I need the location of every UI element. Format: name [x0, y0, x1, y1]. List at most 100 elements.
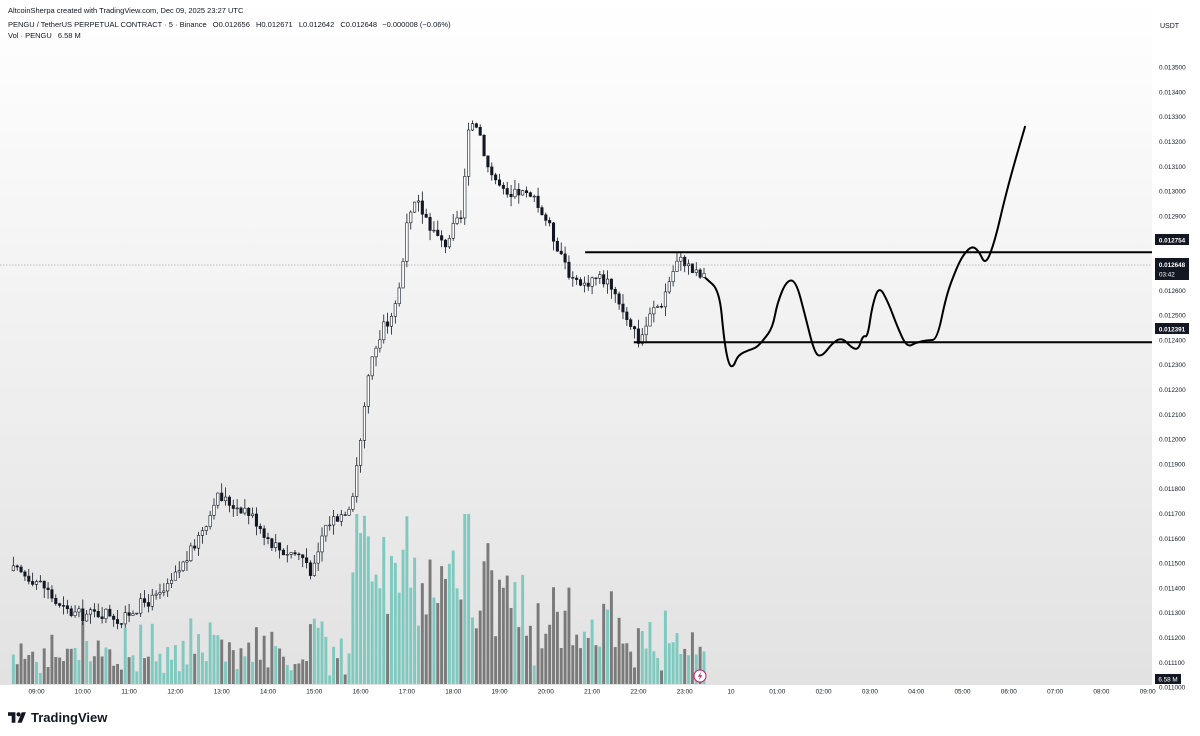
volume-bar	[540, 648, 544, 684]
candle-body	[85, 613, 89, 622]
volume-bar	[92, 656, 96, 684]
volume-bar	[150, 623, 154, 684]
candle-body	[598, 274, 602, 279]
candle-body	[559, 250, 563, 255]
volume-bar	[81, 622, 85, 684]
volume-bar	[409, 587, 413, 684]
volume-bar	[119, 669, 123, 684]
candle-body	[540, 207, 544, 216]
candle-body	[663, 291, 667, 308]
volume-bar	[166, 647, 170, 684]
volume-bar	[181, 640, 185, 684]
candle-body	[629, 319, 633, 327]
candle-body	[332, 516, 336, 526]
price-tick-label: 0.013000	[1159, 189, 1186, 196]
volume-bar	[509, 607, 513, 684]
time-tick-label: 04:00	[908, 689, 924, 696]
time-tick-label: 05:00	[955, 689, 971, 696]
volume-legend[interactable]: Vol · PENGU 6.58 M	[8, 31, 81, 40]
candle-body	[486, 155, 490, 168]
volume-bar	[440, 566, 444, 684]
candle-body	[65, 605, 69, 610]
volume-bar	[467, 514, 471, 684]
candle-body	[270, 538, 274, 548]
creator-line: AltcoinSherpa created with TradingView.c…	[8, 6, 244, 15]
candle-body	[590, 277, 594, 287]
volume-bar	[656, 657, 660, 684]
price-tick-label: 0.013300	[1159, 114, 1186, 121]
candle-body	[455, 217, 459, 224]
candle-body	[648, 313, 652, 327]
volume-bar	[420, 583, 424, 684]
tradingview-logo[interactable]: TradingView	[8, 710, 107, 725]
volume-bar	[370, 581, 374, 684]
volume-bar	[305, 661, 309, 684]
volume-bar	[455, 588, 459, 684]
time-tick-label: 09:00	[1140, 689, 1156, 696]
volume-value: 6.58 M	[57, 31, 81, 40]
lightning-icon[interactable]	[693, 669, 707, 683]
volume-bar	[19, 643, 23, 684]
projection-drawing[interactable]	[704, 125, 1027, 368]
volume-bar	[208, 622, 212, 684]
volume-bar	[501, 587, 505, 684]
candle-body	[528, 192, 532, 197]
candle-body	[200, 530, 204, 536]
time-tick-label: 08:00	[1093, 689, 1109, 696]
candle-body	[189, 545, 193, 561]
volume-bar	[582, 631, 586, 684]
candle-body	[224, 496, 228, 502]
volume-bar	[675, 633, 679, 684]
candle-body	[405, 222, 409, 262]
volume-bar	[62, 661, 65, 684]
volume-bar	[58, 657, 62, 684]
ohlc-open: O0.012656	[212, 20, 250, 29]
svg-text:0.012648: 0.012648	[1159, 262, 1186, 269]
symbol-legend[interactable]: PENGU / TetherUS PERPETUAL CONTRACT · 5 …	[8, 20, 451, 29]
candle-body	[81, 608, 85, 622]
volume-bar	[189, 618, 193, 684]
volume-bar	[173, 645, 177, 684]
candle-body	[220, 492, 224, 502]
ohlc-high: H0.012671	[256, 20, 293, 29]
candle-body	[586, 282, 590, 287]
candle-body	[11, 565, 15, 571]
time-tick-label: 11:00	[121, 689, 137, 696]
candle-body	[289, 552, 293, 555]
candle-body	[96, 611, 100, 618]
time-tick-label: 10:00	[75, 689, 91, 696]
candle-body	[702, 273, 706, 278]
volume-bar	[636, 628, 640, 684]
candle-body	[69, 608, 73, 616]
candle-body	[501, 184, 505, 189]
candle-body	[636, 328, 640, 344]
horizontal-levels[interactable]	[585, 251, 1152, 344]
candle-body	[197, 535, 201, 549]
candle-body	[324, 524, 328, 537]
volume-bar	[567, 587, 571, 684]
volume-bar	[374, 574, 378, 684]
volume-bar	[216, 635, 220, 684]
candle-body	[517, 188, 521, 196]
volume-bar	[274, 646, 278, 684]
price-tick-label: 0.011100	[1159, 660, 1185, 667]
candle-body	[463, 176, 467, 219]
candle-body	[513, 188, 517, 198]
candle-body	[243, 507, 247, 514]
candle-body	[170, 579, 174, 584]
time-tick-label: 02:00	[816, 689, 832, 696]
candle-body	[42, 580, 46, 589]
candle-body	[262, 528, 266, 538]
candle-body	[602, 274, 606, 285]
volume-bar	[247, 642, 251, 684]
price-tick-label: 0.011800	[1159, 486, 1186, 493]
volume-bar	[320, 621, 324, 684]
candle-body	[389, 315, 394, 327]
volume-bar	[73, 648, 77, 684]
time-tick-label: 22:00	[630, 689, 646, 696]
candle-body	[173, 571, 177, 581]
svg-text:0.012391: 0.012391	[1159, 326, 1186, 333]
volume-bar	[521, 574, 525, 684]
candle-body	[328, 524, 332, 527]
